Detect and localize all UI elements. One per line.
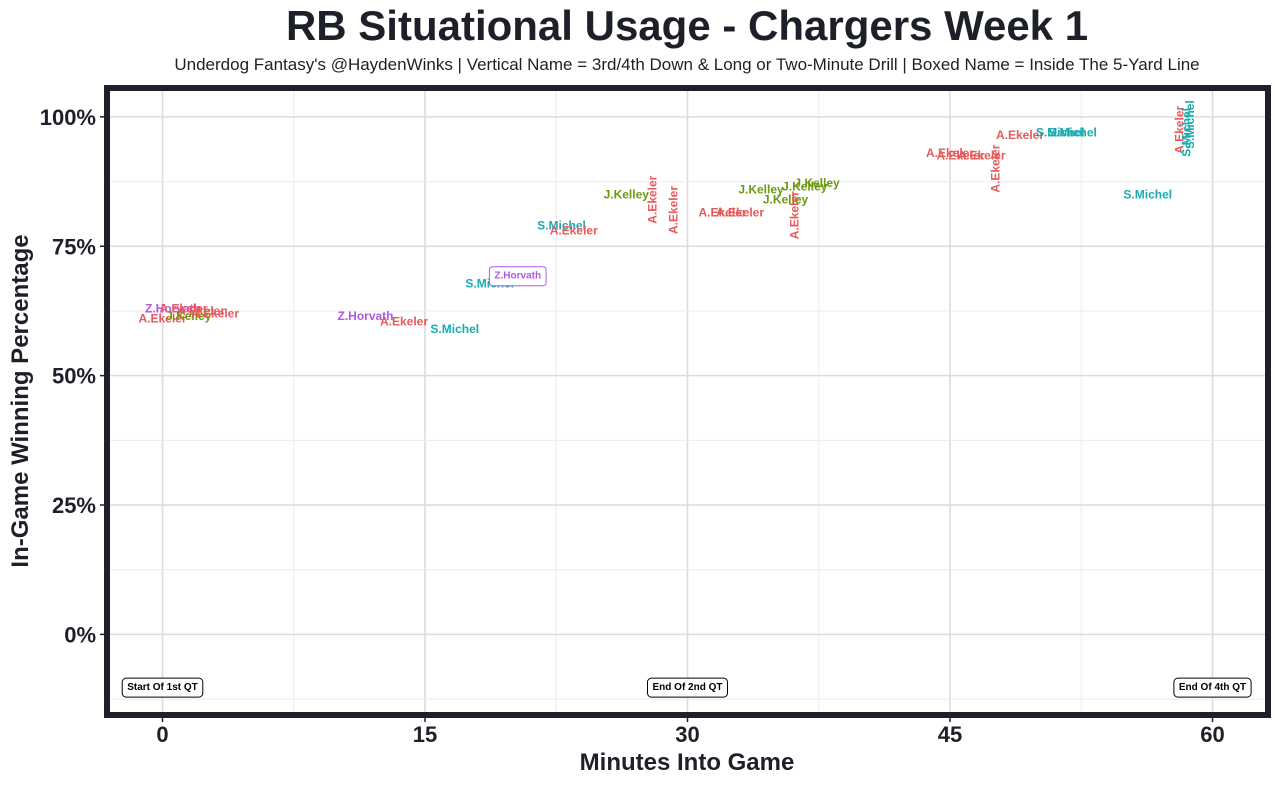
point-label-text: Z.Horvath	[494, 271, 541, 282]
quarter-annotation: End Of 4th QT	[1173, 677, 1252, 698]
quarter-annotation: Start Of 1st QT	[121, 677, 204, 698]
chart-title: RB Situational Usage - Chargers Week 1	[285, 2, 1089, 49]
point-label-vertical: S.Michel	[1179, 108, 1193, 157]
y-axis-ticks: 0% 25% 50% 75% 100%	[40, 105, 106, 647]
x-tick-label: 15	[413, 722, 437, 747]
point-label-vertical: A.Ekeler	[646, 175, 660, 223]
y-tick-label: 25%	[52, 493, 96, 518]
point-label: S.Michel	[1048, 125, 1097, 139]
y-axis-title: In-Game Winning Percentage	[7, 234, 34, 567]
point-label: S.Michel	[430, 322, 479, 336]
point-label: A.Ekeler	[191, 307, 239, 321]
y-tick-label: 50%	[52, 364, 96, 389]
quarter-annotation-text: End Of 2nd QT	[653, 682, 723, 693]
data-points: A.EkelerZ.HorvathA.EkelerA.EkelerJ.Kelle…	[138, 100, 1196, 336]
point-label: A.Ekeler	[936, 149, 984, 163]
point-label: A.Ekeler	[138, 312, 186, 326]
chart-subtitle: Underdog Fantasy's @HaydenWinks | Vertic…	[174, 55, 1200, 74]
point-label: A.Ekeler	[550, 224, 598, 238]
point-label-vertical: A.Ekeler	[787, 191, 801, 239]
point-label: J.Kelley	[166, 309, 212, 323]
point-label: J.Kelley	[782, 180, 828, 194]
point-label: A.Ekeler	[716, 206, 764, 220]
point-label: J.Kelley	[763, 193, 809, 207]
x-tick-label: 30	[675, 722, 699, 747]
x-axis-ticks: 0 15 30 45 60	[156, 717, 1225, 747]
point-label-boxed: Z.Horvath	[488, 266, 547, 287]
point-label: A.Ekeler	[698, 206, 746, 220]
point-label: A.Ekeler	[957, 149, 1005, 163]
x-tick-label: 45	[938, 722, 962, 747]
quarter-annotation: End Of 2nd QT	[647, 677, 728, 698]
point-label: Z.Horvath	[145, 301, 201, 315]
quarter-annotation-box	[1173, 677, 1252, 698]
grid	[110, 91, 1265, 712]
point-label-box	[488, 266, 547, 287]
y-tick-label: 75%	[52, 234, 96, 259]
quarter-annotation-text: Start Of 1st QT	[127, 682, 198, 693]
y-tick-label: 0%	[64, 622, 96, 647]
quarter-annotation-box	[647, 677, 728, 698]
point-label-vertical: A.Ekeler	[667, 186, 681, 234]
point-label: S.Michel	[1123, 188, 1172, 202]
quarter-annotation-text: End Of 4th QT	[1179, 682, 1246, 693]
point-label: A.Ekeler	[996, 128, 1044, 142]
plot-panel-border	[104, 85, 1271, 718]
quarter-annotation-box	[121, 677, 204, 698]
point-label-vertical: A.Ekeler	[1172, 105, 1186, 153]
point-label: S.Michel	[1036, 125, 1085, 139]
x-axis-title: Minutes Into Game	[580, 749, 795, 776]
point-label: A.Ekeler	[926, 146, 974, 160]
point-label: J.Kelley	[738, 182, 784, 196]
point-label: J.Kelley	[794, 176, 840, 190]
point-label-vertical: S.Michel	[1183, 100, 1197, 149]
x-tick-label: 60	[1200, 722, 1224, 747]
x-tick-label: 0	[156, 722, 168, 747]
point-label: Z.Horvath	[337, 309, 393, 323]
quarter-annotations: Start Of 1st QT End Of 2nd QT End Of 4th Q…	[121, 677, 1252, 698]
point-label: S.Michel	[537, 219, 586, 233]
point-label-vertical: A.Ekeler	[989, 144, 1003, 192]
point-label: A.Ekeler	[380, 314, 428, 328]
point-label: J.Kelley	[604, 188, 650, 202]
y-tick-label: 100%	[40, 105, 96, 130]
point-label: A.Ekeler	[159, 301, 207, 315]
point-label: A.Ekeler	[177, 304, 225, 318]
